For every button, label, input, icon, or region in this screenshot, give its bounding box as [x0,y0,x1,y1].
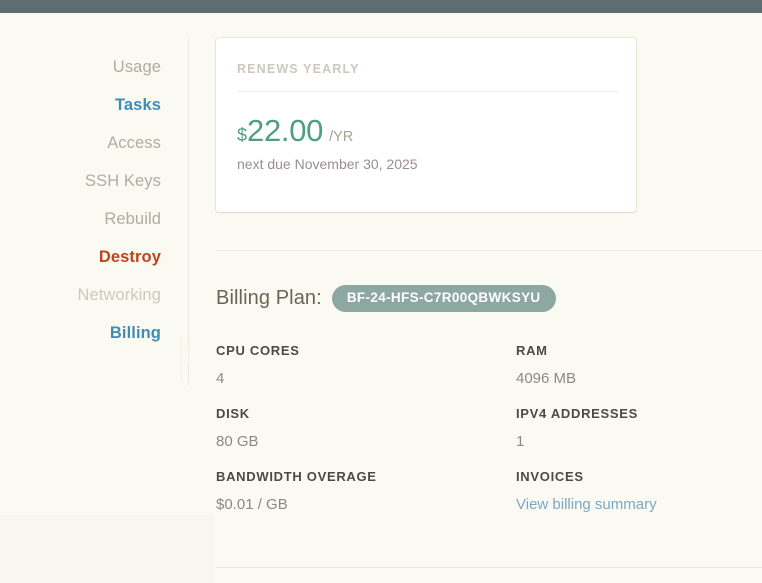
view-billing-summary-link[interactable]: View billing summary [516,496,657,513]
spec-cell-bandwidth-overage: BANDWIDTH OVERAGE $0.01 / GB [216,469,516,513]
spec-cell-cpu-cores: CPU CORES 4 [216,343,516,387]
section-divider-top [216,250,762,251]
renewal-period-label: RENEWS YEARLY [237,62,360,76]
sidebar-nav: Usage Tasks Access SSH Keys Rebuild Dest… [0,13,188,362]
price-row: $ 22.00 /YR [237,115,615,146]
price-period: /YR [329,129,354,145]
spec-label: IPV4 ADDRESSES [516,406,639,421]
spec-value: 1 [516,433,525,450]
sidebar-item-destroy[interactable]: Destroy [98,248,161,266]
spec-cell-disk: DISK 80 GB [216,406,516,450]
sidebar-active-notch [181,335,199,379]
spec-value: 4096 MB [516,370,577,387]
section-divider-bottom [216,567,762,568]
spec-row: DISK 80 GB IPV4 ADDRESSES 1 [216,406,762,450]
price-currency-symbol: $ [237,125,248,145]
spec-label: CPU CORES [216,343,300,358]
billing-plan-code-badge[interactable]: BF-24-HFS-C7R00QBWKSYU [331,285,556,312]
spec-label: DISK [216,406,250,421]
top-bar [0,0,762,13]
next-due-date: next due November 30, 2025 [237,156,418,172]
sidebar-item-ssh-keys[interactable]: SSH Keys [85,172,161,190]
spec-row: CPU CORES 4 RAM 4096 MB [216,343,762,387]
sidebar-item-networking[interactable]: Networking [77,286,161,304]
sidebar-item-billing[interactable]: Billing [109,324,161,342]
page-canvas: Usage Tasks Access SSH Keys Rebuild Dest… [0,13,762,583]
spec-value: 80 GB [216,433,259,450]
sidebar-divider [188,38,189,385]
spec-label: BANDWIDTH OVERAGE [216,469,377,484]
lower-left-panel-tint [0,515,215,583]
sidebar-item-rebuild[interactable]: Rebuild [104,210,161,228]
sidebar-item-tasks[interactable]: Tasks [114,96,161,114]
spec-value: $0.01 / GB [216,496,288,513]
spec-cell-ram: RAM 4096 MB [516,343,762,387]
spec-value: 4 [216,370,225,387]
billing-plan-title: Billing Plan: [216,286,322,309]
card-divider [237,91,618,92]
billing-plan-row: Billing Plan: BF-24-HFS-C7R00QBWKSYU [216,285,556,312]
price-amount: 22.00 [247,113,324,148]
sidebar-item-access[interactable]: Access [107,134,161,152]
plan-specs-grid: CPU CORES 4 RAM 4096 MB DISK 80 GB IPV4 … [216,343,762,532]
spec-cell-invoices: INVOICES View billing summary [516,469,762,513]
spec-label: INVOICES [516,469,584,484]
sidebar-item-usage[interactable]: Usage [112,58,161,76]
spec-label: RAM [516,343,548,358]
spec-cell-ipv4-addresses: IPV4 ADDRESSES 1 [516,406,762,450]
renewal-price-card: RENEWS YEARLY $ 22.00 /YR next due Novem… [216,38,636,212]
spec-row: BANDWIDTH OVERAGE $0.01 / GB INVOICES Vi… [216,469,762,513]
